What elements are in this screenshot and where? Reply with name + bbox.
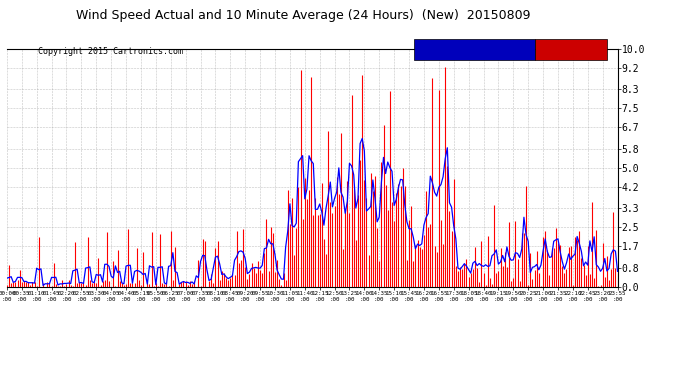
Text: Copyright 2015 Cartronics.com: Copyright 2015 Cartronics.com [38,47,183,56]
Text: 10 Min Avg (mph): 10 Min Avg (mph) [415,45,495,54]
Text: Wind (mph): Wind (mph) [536,45,586,54]
Text: Wind Speed Actual and 10 Minute Average (24 Hours)  (New)  20150809: Wind Speed Actual and 10 Minute Average … [77,9,531,22]
